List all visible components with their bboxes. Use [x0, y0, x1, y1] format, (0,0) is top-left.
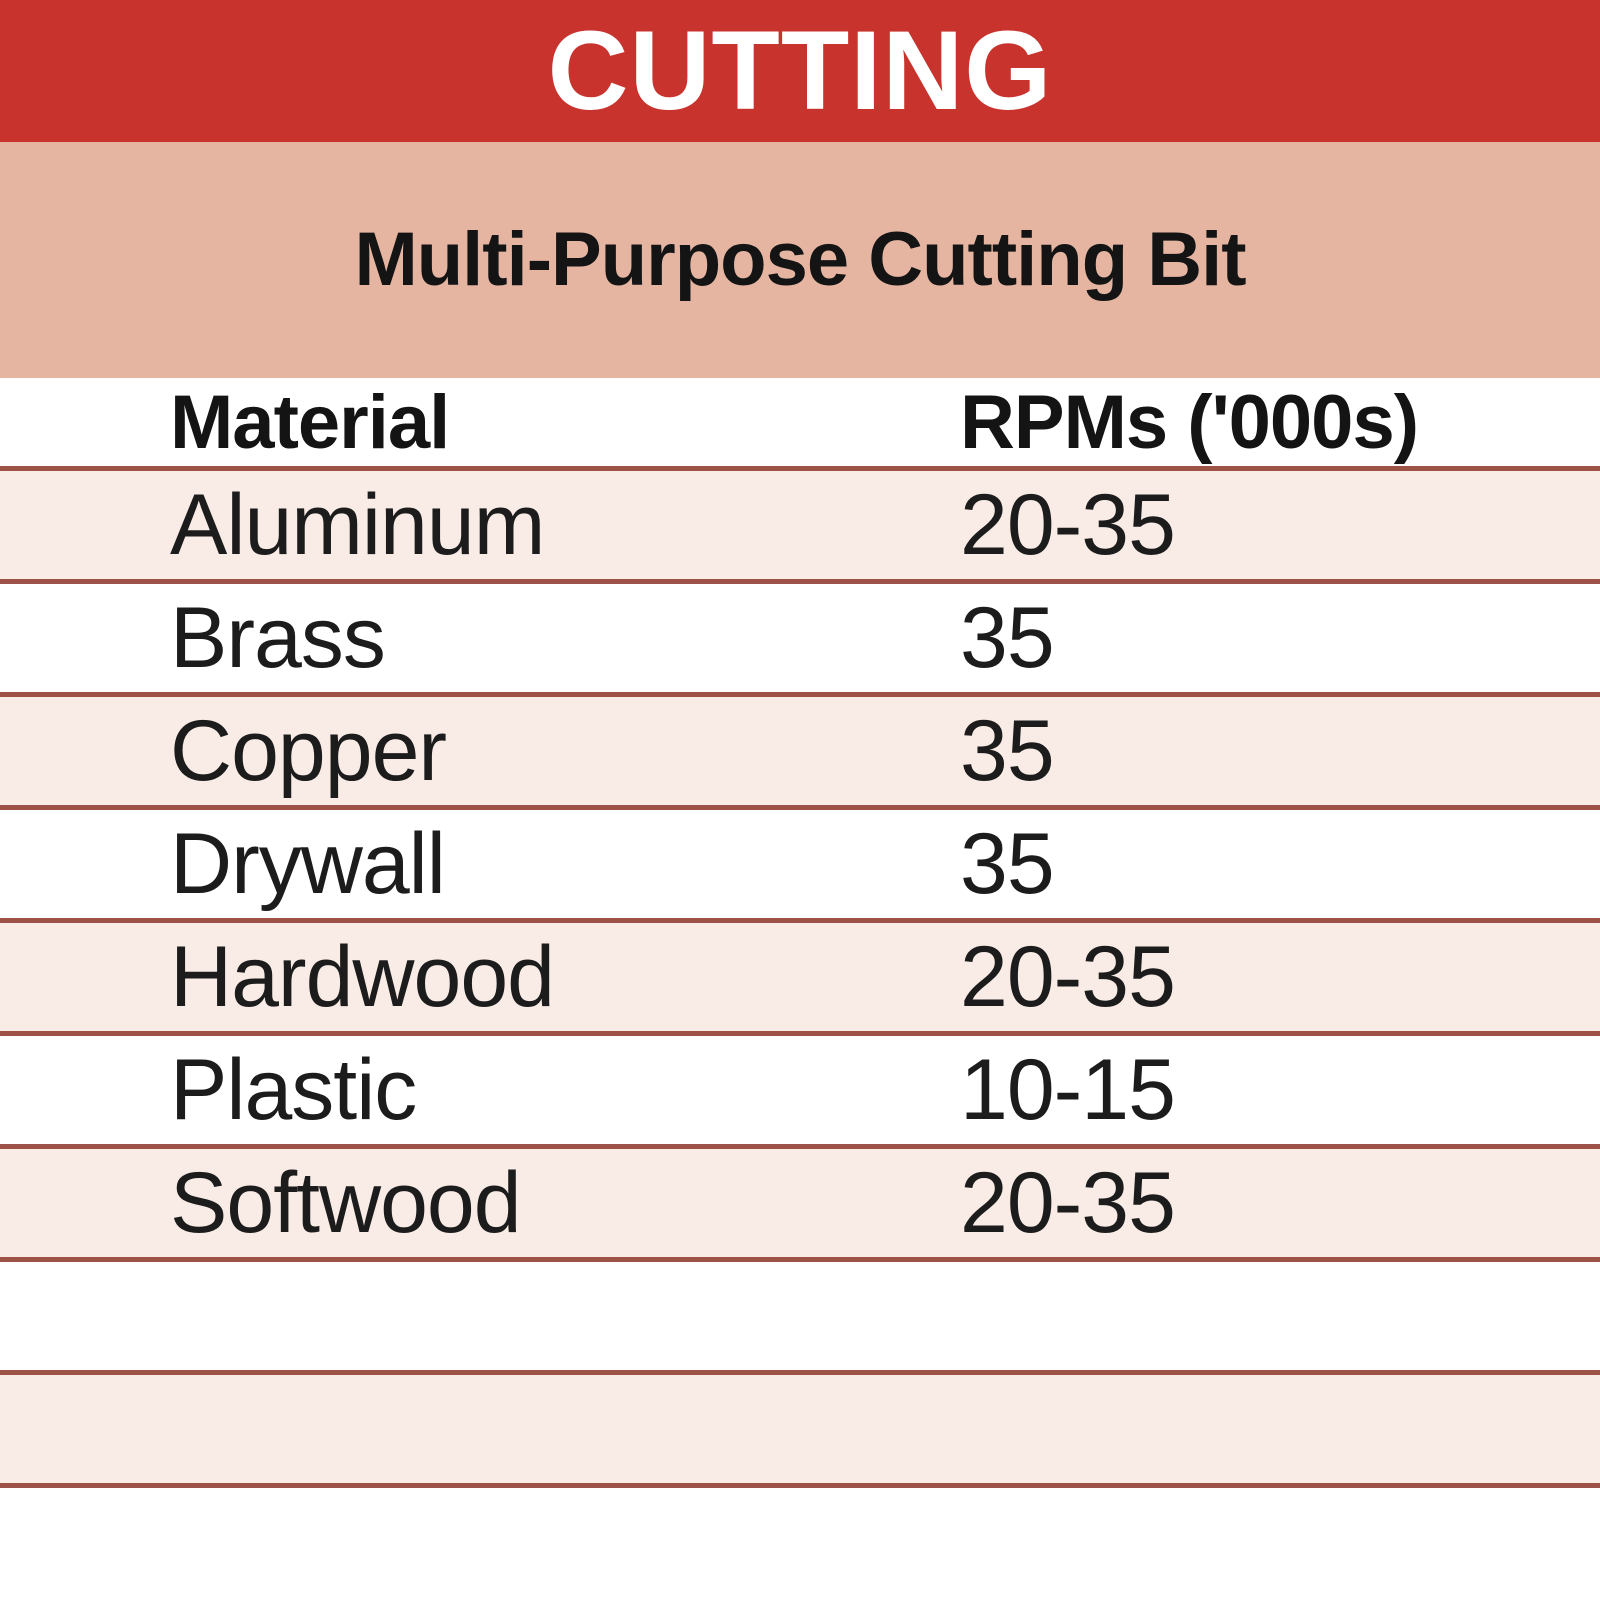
subtitle-band: Multi-Purpose Cutting Bit	[0, 142, 1600, 378]
material-cell: Plastic	[170, 1041, 417, 1138]
table-row: Copper 35	[0, 694, 1600, 808]
table-header: Material RPMs ('000s)	[0, 378, 1600, 469]
table-row	[0, 1372, 1600, 1486]
rpm-cell	[790, 1260, 1600, 1373]
table-header-row: Material RPMs ('000s)	[0, 378, 1600, 469]
table-body: Aluminum 20-35 Brass 35 Copper 35 Drywall 35 Har…	[0, 468, 1600, 1597]
cutting-speed-table: Material RPMs ('000s) Aluminum 20-35 Brass…	[0, 378, 1600, 1596]
rpm-cell: 35	[960, 589, 1055, 686]
rpm-cell: 10-15	[960, 1041, 1176, 1138]
table-row	[0, 1485, 1600, 1597]
table-row	[0, 1259, 1600, 1373]
rpm-cell: 20-35	[960, 928, 1176, 1025]
title-band: CUTTING	[0, 0, 1600, 142]
material-cell: Drywall	[170, 815, 446, 912]
material-cell: Softwood	[170, 1154, 522, 1251]
column-header-rpms: RPMs ('000s)	[790, 378, 1600, 469]
table-row: Drywall 35	[0, 807, 1600, 921]
material-cell: Copper	[170, 702, 447, 799]
material-cell	[0, 1373, 790, 1486]
table-row: Plastic 10-15	[0, 1033, 1600, 1147]
table-row: Aluminum 20-35	[0, 468, 1600, 582]
table-row: Hardwood 20-35	[0, 920, 1600, 1034]
page-subtitle: Multi-Purpose Cutting Bit	[354, 217, 1246, 302]
rpm-cell: 35	[960, 815, 1055, 912]
page-title: CUTTING	[547, 8, 1053, 133]
table-row: Brass 35	[0, 581, 1600, 695]
column-header-material: Material	[0, 378, 790, 469]
table-row: Softwood 20-35	[0, 1146, 1600, 1260]
rpm-cell	[790, 1486, 1600, 1597]
rpm-cell: 20-35	[960, 476, 1176, 573]
material-cell: Hardwood	[170, 928, 555, 1025]
rpm-cell: 20-35	[960, 1154, 1176, 1251]
material-cell: Aluminum	[170, 476, 545, 573]
rpm-cell	[790, 1373, 1600, 1486]
material-cell: Brass	[170, 589, 386, 686]
material-cell	[0, 1260, 790, 1373]
material-cell	[0, 1486, 790, 1597]
rpm-cell: 35	[960, 702, 1055, 799]
